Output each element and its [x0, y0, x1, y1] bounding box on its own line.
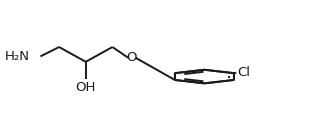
Text: O: O	[127, 51, 137, 64]
Text: H₂N: H₂N	[4, 50, 30, 63]
Text: OH: OH	[76, 81, 96, 94]
Text: Cl: Cl	[237, 66, 250, 79]
